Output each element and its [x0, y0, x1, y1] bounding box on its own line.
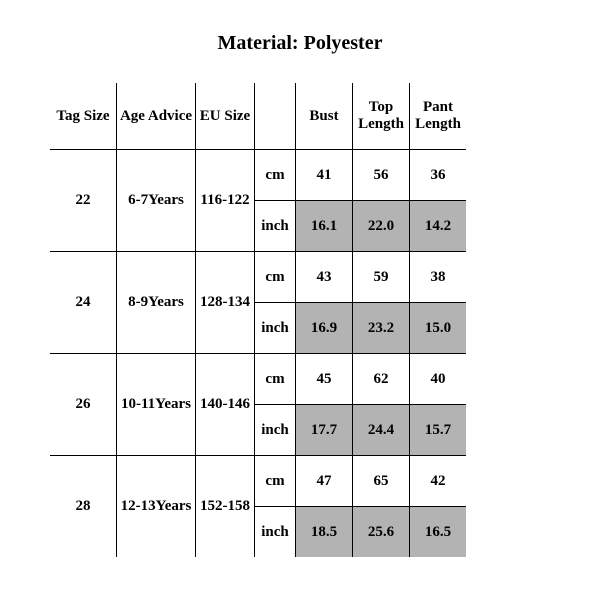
cell-tag-size: 26	[50, 354, 117, 456]
cell-bust-inch: 16.9	[296, 303, 353, 354]
cell-top-cm: 59	[353, 252, 410, 303]
cell-unit-cm: cm	[255, 252, 296, 303]
cell-bust-cm: 47	[296, 456, 353, 507]
table-row: 24 8-9Years 128-134 cm 43 59 38	[50, 252, 466, 303]
cell-bust-inch: 18.5	[296, 507, 353, 558]
cell-age-advice: 8-9Years	[117, 252, 196, 354]
cell-age-advice: 10-11Years	[117, 354, 196, 456]
cell-tag-size: 24	[50, 252, 117, 354]
cell-eu-size: 128-134	[196, 252, 255, 354]
page-title: Material: Polyester	[0, 32, 600, 55]
cell-bust-inch: 16.1	[296, 201, 353, 252]
col-tag-size: Tag Size	[50, 83, 117, 150]
cell-top-inch: 23.2	[353, 303, 410, 354]
col-unit	[255, 83, 296, 150]
cell-pant-inch: 15.7	[410, 405, 467, 456]
cell-unit-inch: inch	[255, 507, 296, 558]
cell-tag-size: 22	[50, 150, 117, 252]
cell-age-advice: 12-13Years	[117, 456, 196, 558]
cell-pant-cm: 40	[410, 354, 467, 405]
cell-pant-inch: 16.5	[410, 507, 467, 558]
col-age-advice: Age Advice	[117, 83, 196, 150]
page: Material: Polyester Tag Size Age Advice …	[0, 0, 600, 600]
cell-bust-cm: 43	[296, 252, 353, 303]
cell-pant-cm: 38	[410, 252, 467, 303]
cell-eu-size: 152-158	[196, 456, 255, 558]
cell-bust-cm: 41	[296, 150, 353, 201]
cell-tag-size: 28	[50, 456, 117, 558]
cell-bust-inch: 17.7	[296, 405, 353, 456]
cell-age-advice: 6-7Years	[117, 150, 196, 252]
cell-unit-cm: cm	[255, 456, 296, 507]
cell-top-cm: 62	[353, 354, 410, 405]
cell-unit-inch: inch	[255, 201, 296, 252]
col-pant-length: Pant Length	[410, 83, 467, 150]
table-row: 26 10-11Years 140-146 cm 45 62 40	[50, 354, 466, 405]
cell-pant-inch: 14.2	[410, 201, 467, 252]
cell-unit-inch: inch	[255, 303, 296, 354]
cell-top-cm: 65	[353, 456, 410, 507]
cell-top-cm: 56	[353, 150, 410, 201]
cell-unit-inch: inch	[255, 405, 296, 456]
table-row: 22 6-7Years 116-122 cm 41 56 36	[50, 150, 466, 201]
cell-unit-cm: cm	[255, 150, 296, 201]
table-header-row: Tag Size Age Advice EU Size Bust Top Len…	[50, 83, 466, 150]
cell-pant-cm: 42	[410, 456, 467, 507]
cell-eu-size: 116-122	[196, 150, 255, 252]
cell-eu-size: 140-146	[196, 354, 255, 456]
col-bust: Bust	[296, 83, 353, 150]
table-row: 28 12-13Years 152-158 cm 47 65 42	[50, 456, 466, 507]
cell-top-inch: 24.4	[353, 405, 410, 456]
cell-bust-cm: 45	[296, 354, 353, 405]
col-eu-size: EU Size	[196, 83, 255, 150]
col-top-length: Top Length	[353, 83, 410, 150]
cell-unit-cm: cm	[255, 354, 296, 405]
cell-pant-cm: 36	[410, 150, 467, 201]
cell-top-inch: 25.6	[353, 507, 410, 558]
cell-top-inch: 22.0	[353, 201, 410, 252]
cell-pant-inch: 15.0	[410, 303, 467, 354]
size-table: Tag Size Age Advice EU Size Bust Top Len…	[50, 83, 466, 557]
